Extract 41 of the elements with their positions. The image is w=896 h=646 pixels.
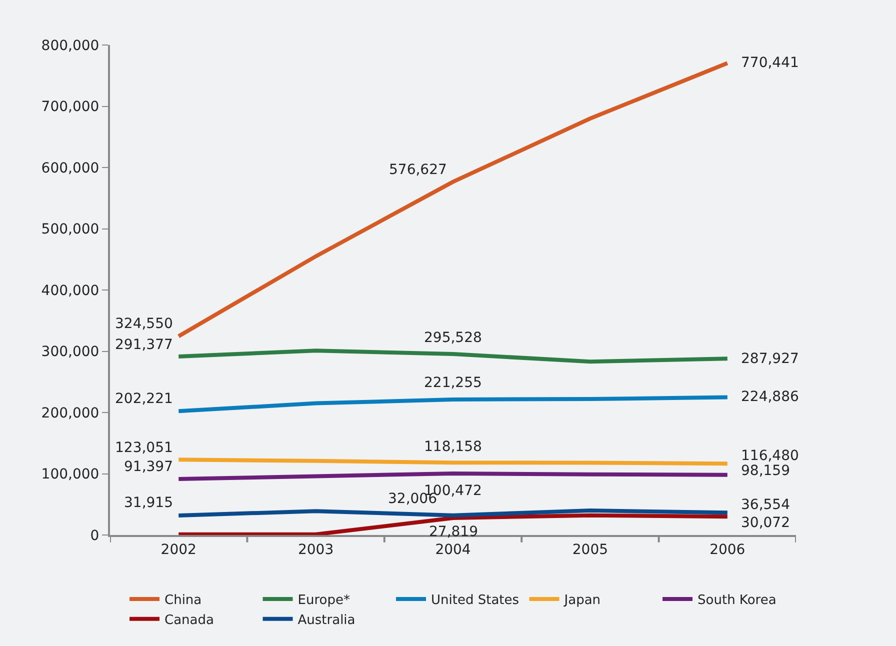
data-label: 287,927: [741, 351, 799, 367]
legend-label: Europe*: [298, 593, 350, 608]
x-tick-label: 2004: [435, 542, 471, 558]
x-tick-label: 2005: [572, 542, 608, 558]
y-tick-label: 0: [90, 528, 100, 544]
x-tick-label: 2006: [710, 542, 746, 558]
legend-label: Canada: [164, 612, 214, 628]
data-label: 295,528: [424, 330, 482, 346]
data-label: 118,158: [424, 439, 482, 455]
y-tick-label: 700,000: [41, 99, 100, 116]
legend-label: China: [164, 593, 202, 608]
y-tick-label: 800,000: [41, 38, 100, 54]
data-label: 91,397: [124, 459, 173, 475]
legend-label: United States: [431, 593, 520, 608]
legend-label: South Korea: [698, 593, 776, 608]
y-tick-label: 300,000: [41, 344, 100, 360]
data-label: 291,377: [115, 337, 173, 353]
data-label: 770,441: [741, 55, 799, 71]
data-label: 30,072: [741, 515, 790, 531]
data-label: 31,915: [124, 495, 173, 511]
data-label: 98,159: [741, 463, 790, 479]
y-tick-label: 200,000: [41, 405, 100, 422]
data-label: 27,819: [429, 524, 478, 540]
x-tick-label: 2002: [160, 542, 196, 558]
data-label: 324,550: [115, 316, 173, 332]
x-tick-label: 2003: [298, 542, 334, 558]
legend-label: Australia: [298, 612, 356, 628]
legend-label: Japan: [563, 593, 601, 608]
data-label: 123,051: [115, 440, 173, 456]
line-series: [176, 348, 730, 364]
y-tick-label: 600,000: [41, 160, 100, 176]
data-label: 116,480: [741, 448, 799, 464]
y-tick-label: 100,000: [41, 466, 100, 483]
y-tick-label: 500,000: [41, 222, 100, 238]
y-tick-label: 400,000: [41, 282, 100, 299]
data-label: 576,627: [389, 162, 447, 178]
line-series: [176, 395, 730, 414]
data-label: 221,255: [424, 375, 482, 391]
data-label: 224,886: [741, 389, 799, 405]
data-label: 202,221: [115, 391, 173, 407]
data-label: 36,554: [741, 497, 790, 513]
